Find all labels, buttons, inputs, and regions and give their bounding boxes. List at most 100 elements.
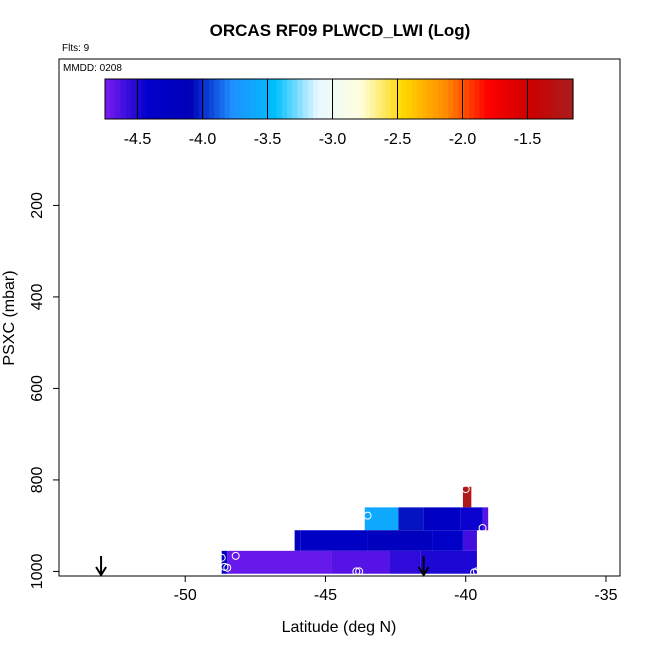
colorbar-cell bbox=[489, 79, 496, 119]
data-bands bbox=[221, 486, 489, 574]
colorbar-cell bbox=[209, 79, 215, 119]
heatmap-cell bbox=[460, 507, 483, 531]
colorbar-cell bbox=[214, 79, 220, 119]
colorbar-cell bbox=[495, 79, 501, 119]
colorbar-cell bbox=[292, 79, 298, 119]
down-arrow-icon bbox=[95, 556, 107, 577]
colorbar-cell bbox=[266, 79, 272, 119]
colorbar-tick-label: -2.0 bbox=[449, 131, 477, 148]
data-marker bbox=[478, 523, 487, 532]
flights-label: Flts: 9 bbox=[62, 43, 90, 54]
heatmap-cell bbox=[423, 507, 461, 531]
x-tick-label: -35 bbox=[594, 587, 617, 604]
colorbar-cell bbox=[261, 79, 267, 119]
colorbar-cell bbox=[427, 79, 434, 119]
colorbar-cell bbox=[443, 79, 449, 119]
colorbar-cell bbox=[115, 79, 122, 119]
colorbar-cell bbox=[401, 79, 408, 119]
colorbar-tick-label: -1.5 bbox=[514, 131, 542, 148]
colorbar-cell bbox=[131, 79, 137, 119]
colorbar-cell bbox=[547, 79, 553, 119]
y-axis-label: PSXC (mbar) bbox=[1, 270, 18, 365]
colorbar-cell bbox=[235, 79, 241, 119]
colorbar-cell bbox=[245, 79, 252, 119]
heatmap-cell bbox=[432, 530, 463, 551]
x-axis-label: Latitude (deg N) bbox=[282, 619, 397, 636]
colorbar-cell bbox=[229, 79, 236, 119]
colorbar-cell bbox=[541, 79, 548, 119]
plot-frame bbox=[58, 58, 621, 577]
colorbar-cell bbox=[281, 79, 288, 119]
colorbar-cell bbox=[172, 79, 179, 119]
colorbar-cell bbox=[203, 79, 210, 119]
colorbar-cell bbox=[562, 79, 569, 119]
data-marker bbox=[363, 511, 372, 520]
colorbar-cell bbox=[276, 79, 283, 119]
colorbar-cell bbox=[515, 79, 522, 119]
colorbar-cell bbox=[162, 79, 168, 119]
colorbar-cell bbox=[219, 79, 226, 119]
position-arrows bbox=[95, 556, 430, 577]
data-marker bbox=[217, 553, 226, 562]
colorbar-cell bbox=[328, 79, 335, 119]
heatmap-cell bbox=[227, 550, 332, 574]
colorbar-cell bbox=[183, 79, 189, 119]
colorbar-cell bbox=[557, 79, 564, 119]
colorbar-cell bbox=[240, 79, 246, 119]
colorbar-cell bbox=[391, 79, 397, 119]
heatmap-cell bbox=[367, 530, 433, 551]
colorbar-cell bbox=[448, 79, 454, 119]
data-marker bbox=[472, 567, 481, 576]
colorbar-cell bbox=[250, 79, 257, 119]
colorbar-cell bbox=[136, 79, 142, 119]
x-tick-label: -50 bbox=[174, 587, 197, 604]
colorbar-cell bbox=[505, 79, 512, 119]
colorbar-cell bbox=[313, 79, 319, 119]
colorbar-cell bbox=[385, 79, 392, 119]
colorbar-cell bbox=[531, 79, 538, 119]
colorbar-cell bbox=[167, 79, 174, 119]
colorbar-cell bbox=[141, 79, 148, 119]
colorbar-cell bbox=[479, 79, 486, 119]
colorbar-cell bbox=[323, 79, 330, 119]
colorbar-cell bbox=[422, 79, 428, 119]
colorbar-cell bbox=[567, 79, 574, 119]
colorbar-cell bbox=[302, 79, 309, 119]
colorbar-cell bbox=[188, 79, 194, 119]
colorbar-cell bbox=[474, 79, 480, 119]
colorbar-cell bbox=[396, 79, 402, 119]
colorbar-tick-label: -3.0 bbox=[319, 131, 347, 148]
colorbar-cell bbox=[463, 79, 470, 119]
heatmap-cell bbox=[300, 530, 368, 551]
colorbar-cell bbox=[370, 79, 376, 119]
colorbar-cell bbox=[224, 79, 231, 119]
date-label: MMDD: 0208 bbox=[63, 63, 122, 74]
colorbar-cell bbox=[406, 79, 413, 119]
colorbar-cell bbox=[177, 79, 184, 119]
colorbar-cell bbox=[432, 79, 439, 119]
heatmap-cell bbox=[482, 507, 489, 531]
data-marker bbox=[352, 567, 361, 576]
colorbar-cell bbox=[297, 79, 304, 119]
y-tick-label: 1000 bbox=[29, 554, 46, 590]
colorbar-cell bbox=[359, 79, 366, 119]
x-tick-label: -40 bbox=[454, 587, 477, 604]
colorbar-cell bbox=[125, 79, 132, 119]
colorbar-cell bbox=[484, 79, 491, 119]
heatmap-cell bbox=[462, 486, 472, 508]
colorbar-cell bbox=[536, 79, 543, 119]
heatmap-cell bbox=[221, 550, 228, 574]
colorbar-cell bbox=[469, 79, 475, 119]
down-arrow-icon bbox=[417, 556, 430, 577]
colorbar-cell bbox=[411, 79, 418, 119]
colorbar-cell bbox=[437, 79, 444, 119]
colorbar-tick-label: -2.5 bbox=[384, 131, 412, 148]
colorbar-cell bbox=[307, 79, 314, 119]
data-marker bbox=[223, 563, 232, 572]
colorbar-tick-label: -4.0 bbox=[189, 131, 217, 148]
y-tick-label: 600 bbox=[29, 375, 46, 402]
heatmap-cell bbox=[364, 507, 399, 531]
data-marker bbox=[231, 551, 240, 560]
y-tick-label: 800 bbox=[29, 466, 46, 493]
colorbar-cell bbox=[344, 79, 350, 119]
